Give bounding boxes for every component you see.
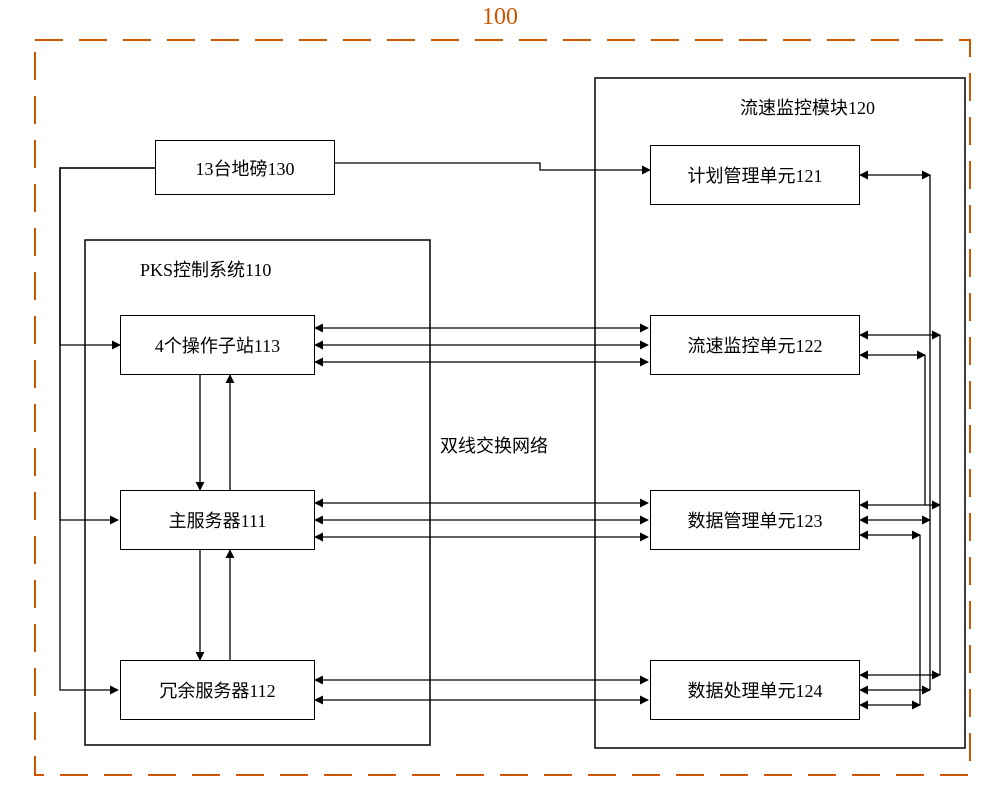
edge-scales-plan — [335, 163, 650, 170]
node-datamgr: 数据管理单元123 — [650, 490, 860, 550]
node-scales: 13台地磅130 — [155, 140, 335, 195]
node-ops-label: 4个操作子站113 — [155, 332, 280, 358]
node-dataproc: 数据处理单元124 — [650, 660, 860, 720]
node-scales-label: 13台地磅130 — [196, 155, 295, 181]
edge-scales-red — [60, 168, 155, 690]
node-datamgr-label: 数据管理单元123 — [688, 507, 823, 533]
node-plan-label: 计划管理单元121 — [688, 162, 823, 188]
node-monitor-label: 流速监控单元122 — [688, 332, 823, 358]
system-id-text: 100 — [482, 4, 518, 30]
network-label-text: 双线交换网络 — [440, 436, 548, 456]
node-dataproc-label: 数据处理单元124 — [688, 677, 823, 703]
node-monitor: 流速监控单元122 — [650, 315, 860, 375]
flow-title: 流速监控模块120 — [740, 94, 875, 120]
node-redund-label: 冗余服务器112 — [159, 677, 275, 703]
node-plan: 计划管理单元121 — [650, 145, 860, 205]
node-main-label: 主服务器111 — [169, 507, 267, 533]
system-id-label: 100 — [0, 4, 1000, 31]
node-main: 主服务器111 — [120, 490, 315, 550]
node-redund: 冗余服务器112 — [120, 660, 315, 720]
pks-title-text: PKS控制系统110 — [140, 260, 271, 280]
pks-title: PKS控制系统110 — [140, 256, 271, 282]
node-ops: 4个操作子站113 — [120, 315, 315, 375]
flow-title-text: 流速监控模块120 — [740, 98, 875, 118]
network-label: 双线交换网络 — [440, 432, 548, 458]
